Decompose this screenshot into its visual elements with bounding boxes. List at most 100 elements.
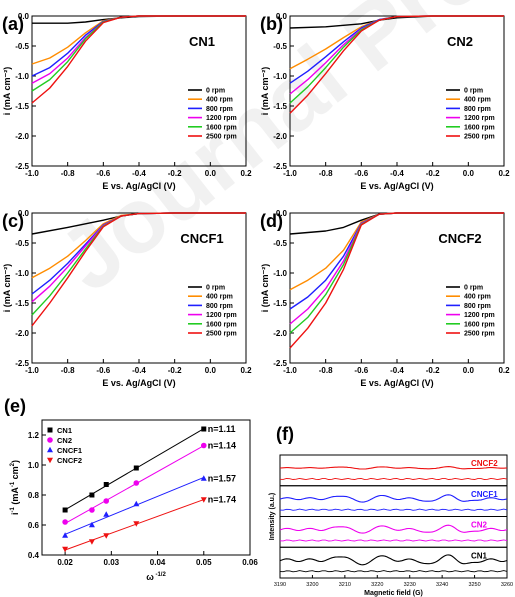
y-tick-label: -1.5 [273,102,287,111]
data-point [103,511,110,517]
x-tick-label: 0.2 [240,169,252,178]
data-point [88,521,95,528]
x-tick-label: 3240 [436,582,448,588]
x-tick-label: -0.2 [168,366,182,375]
legend-entry: CN1 [57,426,72,435]
kl-panel: 0.02 0.03 0.04 0.05 0.06 0.4 0.6 0.8 1.0 1.2 (e) ω … [4,396,258,582]
x-tick-label: 0.2 [240,366,252,375]
plot-frame [41,419,251,556]
legend-marker [47,446,53,453]
y-tick-label: 0.8 [28,491,40,500]
x-axis-label: E vs. Ag/AgCl (V) [102,378,175,388]
legend-entry: 800 rpm [464,106,491,113]
y-tick-label: -1.0 [273,269,287,278]
y-tick-label: -1.0 [273,72,287,81]
lsv-panel: -1.0 -0.8 -0.6 -0.4 -0.2 0.0 0.2 0.0 -0.5 -1.0 -1.… [2,12,252,191]
panel-label: (d) [260,211,283,231]
y-tick-label: -1.5 [15,102,29,111]
panel-label: (c) [2,211,24,231]
x-tick-label: 0.06 [242,558,258,567]
legend-entry: CNCF2 [57,456,82,465]
data-point [133,480,140,486]
y-tick-label: -1.0 [15,72,29,81]
legend-entry: 0 rpm [206,88,225,95]
reference-trace [279,570,508,573]
x-tick-label: -1.0 [25,366,39,375]
lsv-panel: -1.0 -0.8 -0.6 -0.4 -0.2 0.0 0.2 0.0 -0.5 -1.0 -1.… [2,209,252,388]
legend-entry: 2500 rpm [206,331,237,338]
y-axis-label: i (mA cm⁻²) [2,264,12,312]
legend-entry: 400 rpm [206,97,233,104]
x-tick-label: 0.02 [57,558,73,567]
x-tick-label: 0.0 [463,366,475,375]
legend-entry: CN2 [57,436,72,445]
spectrum-label: CNCF2 [471,459,498,468]
x-tick-label: 3190 [274,582,286,588]
y-tick-label: -2.0 [15,329,29,338]
x-tick-label: -0.4 [132,366,146,375]
legend-entry: 800 rpm [206,106,233,113]
x-tick-label: 0.05 [196,558,212,567]
x-tick-label: -0.4 [390,169,404,178]
legend-entry: 400 rpm [464,294,491,301]
x-tick-label: 3210 [339,582,351,588]
y-axis-label-part: cm [10,466,20,482]
x-tick-label: 3220 [371,582,383,588]
legend-entry: 1200 rpm [206,312,237,319]
y-axis-label: Intensity (a.u.) [269,493,276,540]
legend-entry: 800 rpm [464,303,491,310]
y-tick-label: -0.5 [273,239,287,248]
y-tick-label: 1.0 [28,461,40,470]
x-tick-label: -0.2 [168,169,182,178]
x-axis-label: ω -1/2 [146,572,166,582]
legend-entry: 1200 rpm [464,312,495,319]
x-tick-label: 3260 [501,582,513,588]
fit-line [64,499,204,551]
panel-label: (f) [276,424,294,444]
data-point [62,507,68,513]
reference-trace [279,508,508,511]
data-point [62,546,69,553]
spectrum-label: CN1 [471,551,488,560]
x-tick-label: 0.0 [205,366,217,375]
x-tick-label: 0.2 [498,169,510,178]
legend-entry: 1600 rpm [464,124,495,131]
y-axis-label-part: -1 [10,507,16,513]
y-tick-label: -2.5 [15,359,29,368]
x-tick-label: -0.8 [319,169,333,178]
x-axis-label-symbol: ω [146,572,154,582]
y-tick-label: -0.5 [15,42,29,51]
data-point [89,507,95,513]
x-tick-label: -0.8 [61,366,75,375]
data-point [89,492,95,498]
legend-entry: 2500 rpm [464,134,495,141]
y-tick-label: -2.0 [273,132,287,141]
series-line [31,15,246,92]
y-tick-label: -2.5 [15,162,29,171]
y-tick-label: -0.5 [273,42,287,51]
series-line [289,212,504,349]
x-tick-label: 3200 [306,582,318,588]
y-axis-label-part: (mA [10,487,20,508]
x-tick-label: 0.03 [104,558,120,567]
data-point [62,532,69,538]
panel-title: CNCF1 [180,231,223,246]
y-tick-label: -1.5 [273,299,287,308]
x-tick-label: -0.2 [426,366,440,375]
y-tick-label: 0.0 [18,209,30,218]
y-tick-label: -2.5 [273,359,287,368]
legend-entry: 1200 rpm [206,115,237,122]
x-tick-label: -1.0 [283,366,297,375]
legend-entry: 0 rpm [464,285,483,292]
spectrum-frame [279,546,508,579]
x-tick-label: -0.6 [96,169,110,178]
series-line [289,15,504,95]
lsv-panel: -1.0 -0.8 -0.6 -0.4 -0.2 0.0 0.2 0.0 -0.5 -1.0 -1.… [260,209,510,388]
x-tick-label: -0.6 [96,366,110,375]
series-line [32,15,246,24]
data-point [103,498,110,504]
spectrum-trace [279,466,508,470]
x-tick-label: -0.4 [390,366,404,375]
legend-entry: 2500 rpm [206,134,237,141]
x-tick-label: -0.6 [354,366,368,375]
